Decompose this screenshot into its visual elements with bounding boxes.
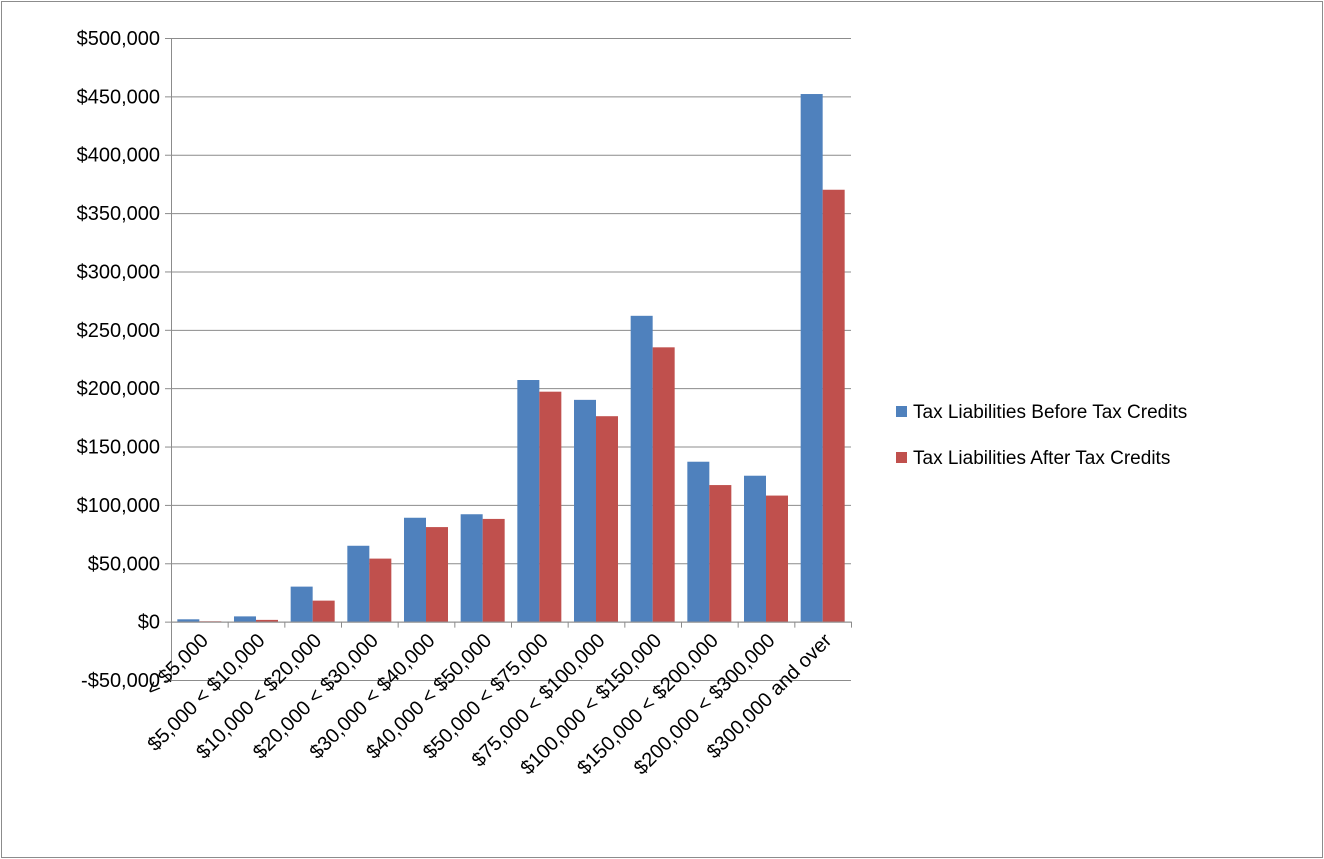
bar-after-8 [652, 347, 675, 622]
bar-after-0 [199, 621, 222, 622]
bar-before-5 [460, 514, 483, 622]
legend-label-after: Tax Liabilities After Tax Credits [913, 448, 1170, 469]
x-axis-tick-labels: < $5,000$5,000 < $10,000$10,000 < $20,00… [142, 629, 837, 779]
y-tick-label: $150,000 [77, 437, 160, 459]
bar-before-4 [404, 517, 426, 622]
bar-after-6 [539, 391, 562, 622]
bar-before-7 [574, 399, 596, 622]
legend: Tax Liabilities Before Tax Credits Tax Li… [896, 402, 1187, 469]
y-tick-label: $100,000 [77, 495, 160, 517]
legend-swatch-after [896, 452, 907, 463]
legend-swatch-before [896, 406, 907, 417]
y-tick-label: $250,000 [77, 320, 160, 342]
y-tick-label: $500,000 [77, 28, 160, 50]
bars [177, 94, 845, 622]
y-axis-tick-labels: -$50,000 $0 $50,000 $100,000 $150,000 $200,00… [77, 28, 160, 692]
y-tick-label: -$50,000 [81, 670, 160, 692]
y-tick-label: $300,000 [77, 261, 160, 283]
bar-after-10 [766, 495, 788, 622]
bar-after-1 [256, 619, 278, 622]
legend-label-before: Tax Liabilities Before Tax Credits [913, 402, 1187, 423]
bar-after-5 [482, 518, 505, 622]
axes [165, 38, 852, 681]
bar-after-9 [709, 485, 732, 622]
bar-before-11 [800, 94, 823, 622]
y-tick-label: $450,000 [77, 86, 160, 108]
bar-before-10 [744, 475, 766, 622]
y-tick-label: $200,000 [77, 378, 160, 400]
bar-after-4 [426, 527, 448, 622]
y-tick-label: $0 [138, 612, 160, 634]
bar-after-11 [822, 189, 845, 622]
bar-before-0 [177, 619, 200, 622]
bar-before-8 [630, 315, 653, 622]
bar-before-6 [517, 380, 540, 622]
bar-before-2 [290, 586, 313, 622]
y-tick-label: $400,000 [77, 145, 160, 167]
bar-before-9 [687, 461, 710, 622]
bar-after-2 [312, 600, 335, 622]
y-tick-label: $50,000 [88, 553, 160, 575]
bar-before-1 [234, 616, 256, 622]
y-tick-label: $350,000 [77, 203, 160, 225]
bar-before-3 [347, 545, 370, 622]
bar-after-7 [596, 416, 618, 622]
bar-after-3 [369, 558, 392, 622]
